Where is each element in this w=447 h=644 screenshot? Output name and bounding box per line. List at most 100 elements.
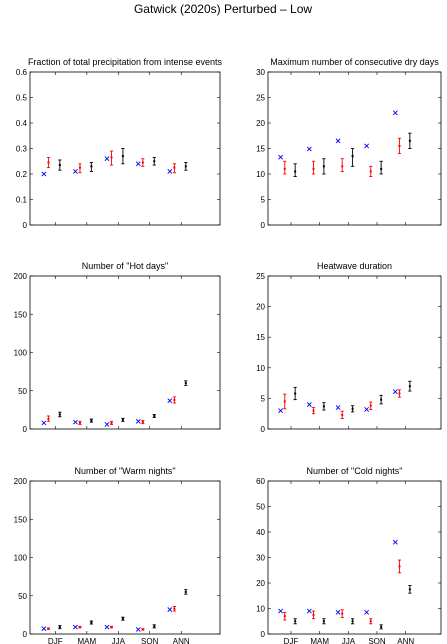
axes-frame [267, 480, 442, 635]
error-bar-point [380, 398, 383, 401]
x-marker [364, 406, 370, 412]
x-tick-label: DJF [48, 637, 63, 644]
x-tick-label: ANN [173, 637, 190, 644]
error-bar-point [141, 628, 144, 631]
x-tick-label: SON [368, 637, 386, 644]
y-tick-label: 0 [23, 630, 28, 639]
error-bar-point [322, 405, 325, 408]
error-bar-point [47, 418, 50, 421]
error-bar-point [408, 588, 411, 591]
x-tick-label: JJA [112, 637, 126, 644]
x-tick-label: JJA [342, 637, 356, 644]
chart-panel: Number of "Cold nights" 0 10 20 30 40 50 60 DJF M… [256, 466, 442, 644]
x-marker [335, 609, 341, 615]
x-marker [72, 169, 78, 174]
figure-title: Gatwick (2020s) Perturbed – Low [134, 2, 312, 16]
error-bar-point [322, 620, 325, 623]
error-bar-point [90, 419, 93, 422]
y-tick-label: 5 [261, 196, 266, 205]
x-marker [364, 609, 370, 615]
y-tick-label: 100 [14, 349, 28, 358]
x-marker [167, 607, 173, 612]
error-bar-point [294, 392, 297, 395]
error-bar-point [78, 421, 81, 424]
error-bar-point [351, 407, 354, 410]
error-bar-point [58, 164, 61, 167]
x-marker [278, 154, 284, 160]
y-tick-label: 0.6 [16, 68, 28, 77]
y-tick-label: 40 [256, 528, 265, 537]
error-bar-point [351, 620, 354, 623]
y-tick-label: 20 [256, 119, 265, 128]
error-bar-point [58, 413, 61, 416]
chart-title: Heatwave duration [317, 261, 392, 271]
error-bar-point [369, 170, 372, 173]
x-marker [41, 420, 47, 426]
x-marker [335, 405, 341, 410]
error-bar-point [380, 625, 383, 628]
y-tick-label: 15 [256, 333, 265, 342]
y-tick-label: 0.2 [16, 170, 28, 179]
error-bar-point [398, 392, 401, 395]
chart-title: Maximum number of consecutive dry days [270, 57, 439, 67]
error-bar-point [380, 167, 383, 170]
error-bar-point [153, 414, 156, 417]
error-bar-point [121, 617, 124, 620]
error-bar-point [47, 161, 50, 164]
error-bar-point [351, 155, 354, 158]
x-marker [41, 626, 47, 632]
x-marker [72, 419, 78, 425]
y-tick-label: 200 [14, 477, 28, 486]
error-bar-point [110, 421, 113, 424]
x-marker [104, 156, 110, 162]
error-bar-point [110, 626, 113, 629]
chart-panel: Maximum number of consecutive dry days 0 5… [256, 57, 442, 230]
chart-title: Number of "Hot days" [82, 261, 168, 271]
error-bar-point [294, 620, 297, 623]
y-tick-label: 10 [256, 605, 265, 614]
error-bar-point [173, 607, 176, 610]
axes-frame [29, 480, 221, 635]
y-tick-label: 150 [14, 310, 28, 319]
x-marker [278, 608, 284, 614]
chart-title: Fraction of total precipitation from int… [28, 57, 223, 67]
chart-title: Number of "Warm nights" [74, 466, 175, 476]
error-bar-point [341, 612, 344, 615]
x-marker [167, 398, 173, 404]
chart-panel: Heatwave duration 0 5 10 15 20 25 [256, 261, 442, 434]
x-marker [104, 624, 110, 630]
axes-frame [267, 275, 442, 430]
error-bar-point [341, 413, 344, 416]
error-bar-point [78, 166, 81, 169]
y-tick-label: 0 [261, 425, 266, 434]
y-tick-label: 10 [256, 170, 265, 179]
x-marker [167, 169, 173, 174]
error-bar-point [312, 613, 315, 616]
x-marker [135, 626, 141, 632]
x-marker [135, 418, 141, 424]
x-marker [104, 421, 110, 427]
axes-frame [267, 71, 442, 226]
y-tick-label: 5 [261, 394, 266, 403]
x-tick-label: SON [141, 637, 159, 644]
x-tick-label: ANN [397, 637, 414, 644]
error-bar-point [184, 382, 187, 385]
error-bar-point [47, 627, 50, 630]
error-bar-point [184, 165, 187, 168]
error-bar-point [398, 144, 401, 147]
y-tick-label: 50 [18, 387, 27, 396]
y-tick-label: 60 [256, 477, 265, 486]
x-marker [306, 608, 312, 614]
y-tick-label: 0 [261, 221, 266, 230]
error-bar-point [78, 626, 81, 629]
error-bar-point [141, 421, 144, 424]
axes-frame [29, 275, 221, 430]
chart-panel: Number of "Hot days" 0 50 100 150 200 [14, 261, 221, 434]
y-tick-label: 25 [256, 94, 265, 103]
y-tick-label: 20 [256, 303, 265, 312]
error-bar-point [173, 166, 176, 169]
error-bar-point [408, 385, 411, 388]
error-bar-point [312, 167, 315, 170]
x-marker [392, 389, 398, 395]
